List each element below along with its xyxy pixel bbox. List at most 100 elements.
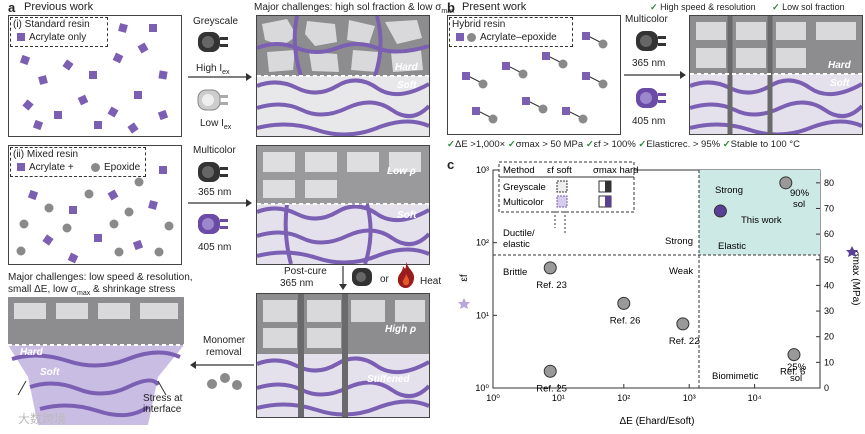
projector-405-icon (198, 214, 228, 234)
hybrid-resin-molecules (462, 32, 608, 124)
data-point (617, 296, 631, 310)
soft-label-b: Soft (830, 78, 850, 89)
arrow-right-2 (188, 199, 252, 207)
y-right-tick-label: 0 (824, 383, 829, 393)
monomer-label-1: Monomer (203, 335, 246, 346)
nm405-label-a: 405 nm (198, 242, 232, 253)
x-tick-label: 10⁴ (748, 393, 762, 403)
mixed-resin-legend-b: Epoxide (104, 162, 141, 173)
hybrid-resin-label: Hybrid resin (452, 19, 506, 30)
stress-label-2: interface (143, 404, 182, 415)
data-point-marker (617, 296, 631, 310)
legend-row-greyscale: Greyscale (503, 182, 546, 193)
standard-resin-molecules (19, 23, 169, 134)
data-point-marker (713, 204, 727, 218)
data-point (543, 261, 557, 275)
x-tick-label: 10¹ (552, 393, 565, 403)
data-point-label: Ref. 22 (669, 336, 700, 347)
heat-label: Heat (420, 276, 442, 287)
right-axis-star-icon (846, 246, 858, 257)
greyscale-network-box: Hard Soft (256, 15, 430, 137)
y-left-tick-label: 10⁰ (475, 383, 489, 393)
acrylate-square-icon-2 (17, 163, 25, 171)
high-rho-label: High ρ (385, 324, 417, 335)
hybrid-circle-icon (467, 33, 476, 42)
arrow-down (339, 266, 347, 290)
post-cure-label: Post-cure (284, 266, 327, 277)
y-right-tick-label: 10 (824, 357, 834, 367)
removed-monomers (207, 373, 242, 390)
mixed-resin-legend-a: Acrylate + (29, 162, 74, 173)
y-left-tick-label: 10¹ (476, 310, 489, 320)
hard-label-1: Hard (395, 62, 418, 73)
data-point (543, 364, 557, 378)
hard-label-b: Hard (828, 60, 851, 71)
data-point (713, 204, 727, 218)
ann-strong-1: Strong (665, 236, 693, 247)
data-point-marker (779, 176, 793, 190)
projector-365-icon (198, 162, 228, 182)
standard-resin-label: (i) Standard resin (13, 19, 90, 30)
y-right-label: σmax (MPa) (850, 250, 861, 305)
legend-header-method: Method (503, 165, 535, 176)
standard-resin-legend-text: Acrylate only (29, 32, 87, 43)
ann-ductile: Ductile/ (503, 228, 535, 239)
projector-365-icon-b (636, 31, 666, 51)
y-left-tick-label: 10² (476, 238, 489, 248)
multicolor-label-b: Multicolor (625, 14, 668, 25)
ann-sol-2: sol (790, 373, 802, 384)
y-right-tick-label: 20 (824, 332, 834, 342)
monomer-label-2: removal (206, 347, 242, 358)
low-rho-label: Low ρ (387, 166, 416, 177)
hard-label-3: Hard (20, 347, 43, 358)
feature-2: ✓ Low sol fraction (772, 2, 845, 12)
acrylate-square-icon (17, 33, 25, 41)
mixed-resin-molecules (16, 166, 174, 264)
mixed-resin-label: (ii) Mixed resin (13, 149, 79, 160)
stress-label-1: Stress at (143, 393, 183, 404)
standard-resin-legend: (i) Standard resin Acrylate only (10, 17, 108, 47)
hybrid-square-icon (456, 33, 464, 41)
method-legend: Method εf soft σmax hard Greyscale Multi… (498, 161, 638, 213)
data-point-marker (787, 348, 801, 362)
panel-b-title: Present work (462, 1, 527, 13)
projector-405-icon-b (636, 88, 666, 108)
panel-c-letter: c (447, 157, 455, 172)
data-point (787, 348, 801, 362)
x-axis-label: ΔE (Ehard/Esoft) (619, 416, 694, 427)
data-point-marker (543, 364, 557, 378)
or-label: or (380, 274, 389, 285)
ann-sol-1: sol (793, 199, 805, 210)
mixed-network-graphic (257, 146, 429, 264)
stiffened-label: Stiffened (367, 374, 410, 385)
arrow-left (190, 361, 254, 369)
y-right-tick-label: 70 (824, 203, 834, 213)
x-tick-label: 10³ (683, 393, 696, 403)
ann-elastic-2: Elastic (718, 241, 746, 252)
soft-label-3: Soft (40, 367, 60, 378)
legend-row-multicolor: Multicolor (503, 197, 544, 208)
x-tick-label: 10⁰ (486, 393, 500, 403)
arrow-right-1 (188, 73, 252, 81)
y-left-label: εf (459, 274, 470, 281)
legend-header-ef: εf soft (547, 165, 572, 176)
watermark: 大数跨境 (18, 412, 67, 426)
panel-a-title: Previous work (24, 1, 94, 13)
checks-row: ✓ΔE >1,000× ✓σmax > 50 MPa ✓εf > 100% ✓E… (447, 139, 800, 150)
hybrid-network-graphic (690, 16, 862, 134)
ann-this-work: This work (741, 215, 782, 226)
nm365-label-a: 365 nm (198, 187, 232, 198)
data-point-marker (676, 317, 690, 331)
greyscale-network-graphic (257, 16, 429, 136)
high-iex-label: High Iex (196, 63, 230, 76)
epoxide-circle-icon (91, 163, 100, 172)
data-point (779, 176, 793, 190)
y-right-tick-label: 50 (824, 255, 834, 265)
panel-b-letter: b (447, 0, 455, 15)
nm405-label-b: 405 nm (632, 116, 666, 127)
mixed-network-box: Low ρ Soft (256, 145, 430, 265)
projector-postcure-icon (352, 268, 372, 286)
nm365-label-b: 365 nm (632, 58, 666, 69)
data-point (676, 317, 690, 331)
ann-brittle: Brittle (503, 267, 527, 278)
